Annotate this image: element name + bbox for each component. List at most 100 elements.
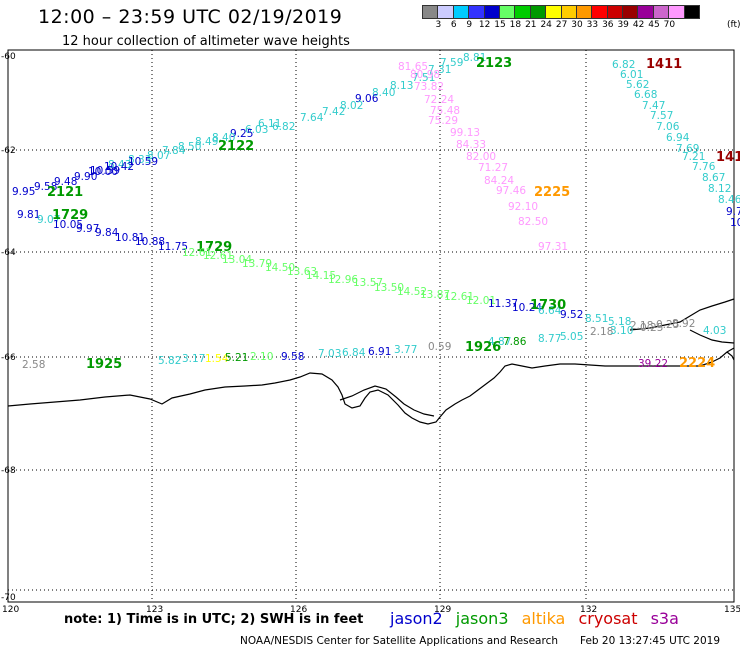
track-value: 9.58 <box>281 351 304 363</box>
track-value: 9.90 <box>74 171 97 183</box>
track-value: 3.77 <box>394 344 417 356</box>
track-value: 8.77 <box>538 333 561 345</box>
track-value: 11.37 <box>488 298 518 310</box>
ice-shelf-east <box>629 298 735 331</box>
track-value: 7.86 <box>503 336 527 348</box>
color-scale-label: 6 <box>450 20 457 30</box>
lat-label: -60 <box>1 52 16 62</box>
track-value: 5.18 <box>608 316 631 328</box>
track-value: 10.59 <box>90 165 120 177</box>
footnote: note: 1) Time is in UTC; 2) SWH is in fe… <box>64 612 364 627</box>
color-scale-label: 24 <box>540 20 552 30</box>
color-scale-unit: (ft) <box>727 20 740 30</box>
track-value: 84.33 <box>456 139 486 151</box>
track-value: 10.88 <box>135 236 165 248</box>
track-value: 2.10 <box>250 351 273 363</box>
track-value: 2.18 <box>590 326 613 338</box>
color-swatch <box>683 5 701 19</box>
track-value: 6.11 <box>258 118 281 130</box>
lat-label: -64 <box>1 248 16 258</box>
track-value: 5.82 <box>158 355 181 367</box>
track-value: 13.04 <box>222 254 252 266</box>
legend-jason3: jason3 <box>455 609 509 628</box>
track-value: 7.69 <box>676 143 699 155</box>
track-value: 97.46 <box>496 185 526 197</box>
track-value: 12.61 <box>182 247 212 259</box>
pass-time: 1729 <box>196 240 232 255</box>
lon-label: 120 <box>2 605 19 615</box>
legend-jason2: jason2 <box>390 609 443 628</box>
track-value: 6.91 <box>368 346 391 358</box>
lat-label: -70 <box>1 593 16 603</box>
track-value: 9.06 <box>355 93 379 105</box>
legend-s3a: s3a <box>650 609 679 628</box>
track-value: 8.33 <box>128 154 151 166</box>
track-value: 8.67 <box>702 172 725 184</box>
color-scale-label: 12 <box>478 20 491 30</box>
track-value: 80.98 <box>410 69 440 81</box>
track-value: 8.02 <box>340 100 363 112</box>
legend-altika: altika <box>521 609 566 628</box>
track-value: 72.24 <box>424 94 454 106</box>
track-value: 13.87 <box>420 289 450 301</box>
pass-time: 1729 <box>52 208 88 223</box>
track-value: 8.92 <box>672 318 695 330</box>
track-value: 6.64 <box>538 305 562 317</box>
track-value: 81.65 <box>398 61 428 73</box>
track-value: 7.03 <box>318 348 341 360</box>
lon-label: 123 <box>146 605 163 615</box>
track-value: 2.58 <box>22 359 45 371</box>
color-scale-labels: (ft) 3 6 9 12 15 18 21 24 27 30 33 36 39 42 45 70 <box>422 19 740 31</box>
track-value: 8.40 <box>372 87 395 99</box>
track-value: 9.84 <box>95 227 119 239</box>
track-value: 6.03 <box>245 124 268 136</box>
track-value: 7.06 <box>656 121 680 133</box>
track-value: 9.48 <box>54 176 77 188</box>
track-value: 7.21 <box>682 151 705 163</box>
pass-time: 2121 <box>47 185 83 200</box>
track-value: 97.31 <box>538 241 568 253</box>
track-value: 7.76 <box>692 161 716 173</box>
legend-cryosat: cryosat <box>578 609 638 628</box>
color-scale-label: 45 <box>648 20 660 30</box>
track-value: 12.61 <box>444 291 474 303</box>
track-value: 10.81 <box>115 232 145 244</box>
lon-label: 129 <box>434 605 451 615</box>
track-value: 82.00 <box>466 151 496 163</box>
track-value: 6.82 <box>272 121 295 133</box>
track-value: 6.68 <box>634 89 657 101</box>
track-value: 12.96 <box>328 274 358 286</box>
track-value: 9.52 <box>560 309 583 321</box>
track-value: 0.25 <box>656 319 679 331</box>
track-value: 8.43 <box>108 159 131 171</box>
track-value: 8.12 <box>708 183 731 195</box>
color-scale-label: 21 <box>525 20 537 30</box>
lon-label: 126 <box>290 605 307 615</box>
track-value: 5.21 <box>225 352 248 364</box>
color-scale-swatches <box>422 5 740 19</box>
track-value: 10.05 <box>53 219 83 231</box>
track-value: 4.03 <box>703 325 726 337</box>
satellite-legend: jason2 jason3 altika cryosat s3a <box>390 609 687 628</box>
track-value: 14.52 <box>397 286 427 298</box>
track-value: 13.57 <box>353 277 383 289</box>
track-value: 10 <box>730 217 740 229</box>
track-value: 8.49 <box>195 136 218 148</box>
pass-time: 1925 <box>86 357 122 372</box>
track-value: 0.25 <box>640 322 663 334</box>
color-scale-label: 9 <box>466 20 473 30</box>
page-title: 12:00 – 23:59 UTC 02/19/2019 <box>38 6 343 28</box>
track-value: 10.59 <box>128 156 158 168</box>
track-value: 73.82 <box>414 81 444 93</box>
color-scale-label: 30 <box>571 20 583 30</box>
color-scale-label: 39 <box>617 20 629 30</box>
page-subtitle: 12 hour collection of altimeter wave hei… <box>62 34 350 49</box>
color-scale-label: 18 <box>509 20 522 30</box>
pass-time: 1926 <box>465 340 501 355</box>
track-value: 9.07 <box>37 214 60 226</box>
track-value: 7.42 <box>322 106 345 118</box>
track-value: 9.97 <box>76 223 99 235</box>
color-scale-bar: (ft) 3 6 9 12 15 18 21 24 27 30 33 36 39 42 45 70 <box>422 5 740 31</box>
track-value: 2.18 <box>630 320 653 332</box>
